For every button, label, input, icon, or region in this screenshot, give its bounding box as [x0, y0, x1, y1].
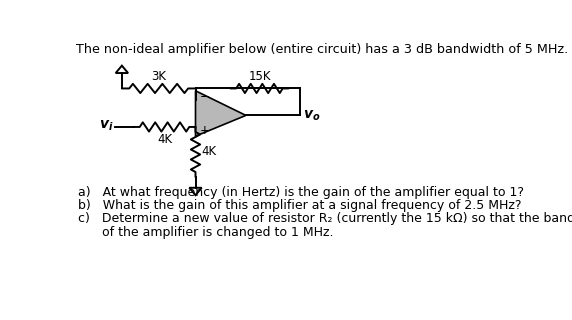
Text: c)   Determine a new value of resistor R₂ (currently the 15 kΩ) so that the band: c) Determine a new value of resistor R₂ … — [78, 212, 572, 225]
Text: $\bfit{v_o}$: $\bfit{v_o}$ — [303, 108, 321, 123]
Text: 4K: 4K — [201, 146, 216, 158]
Text: +: + — [200, 124, 209, 137]
Text: a)   At what frequency (in Hertz) is the gain of the amplifier equal to 1?: a) At what frequency (in Hertz) is the g… — [78, 186, 524, 199]
Polygon shape — [189, 188, 202, 195]
Text: −: − — [200, 90, 209, 103]
Text: 4K: 4K — [157, 133, 172, 146]
Text: b)   What is the gain of this amplifier at a signal frequency of 2.5 MHz?: b) What is the gain of this amplifier at… — [78, 199, 521, 212]
Text: of the amplifier is changed to 1 MHz.: of the amplifier is changed to 1 MHz. — [78, 226, 333, 238]
Polygon shape — [196, 91, 246, 136]
Polygon shape — [116, 66, 128, 73]
Text: The non-ideal amplifier below (entire circuit) has a 3 dB bandwidth of 5 MHz.: The non-ideal amplifier below (entire ci… — [76, 43, 569, 56]
Text: $\bfit{v_i}$: $\bfit{v_i}$ — [99, 119, 113, 133]
Text: 15K: 15K — [248, 70, 271, 83]
Text: 3K: 3K — [151, 70, 166, 83]
